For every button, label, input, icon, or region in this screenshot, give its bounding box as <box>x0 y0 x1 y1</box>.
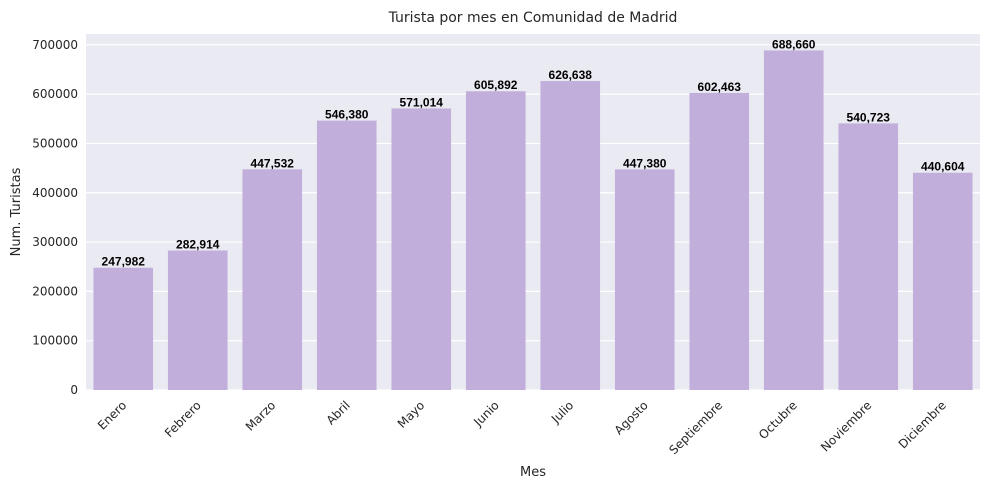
x-tick-label: Enero <box>95 398 129 432</box>
y-tick-label: 300000 <box>32 235 78 249</box>
y-tick-label: 700000 <box>32 38 78 52</box>
data-label: 440,604 <box>921 160 965 174</box>
bar <box>242 169 303 390</box>
x-tick-label: Abril <box>324 398 353 427</box>
data-label: 688,660 <box>772 37 816 51</box>
y-tick-label: 0 <box>70 383 78 397</box>
data-label: 605,892 <box>474 78 518 92</box>
bar <box>689 92 750 391</box>
data-label: 546,380 <box>325 108 369 122</box>
x-tick-label: Mayo <box>395 398 428 431</box>
y-axis-label: Num. Turistas <box>9 167 24 256</box>
data-label: 447,380 <box>623 156 667 170</box>
bar <box>763 50 824 390</box>
bars: 247,982 282,914 447,532 546,380 571,014 605,8… <box>93 37 973 391</box>
x-axis-label: Mes <box>520 465 546 480</box>
data-label: 247,982 <box>102 255 146 269</box>
y-tick-label: 100000 <box>32 334 78 348</box>
x-tick-label: Febrero <box>162 398 204 440</box>
x-axis-ticks: Enero Febrero Marzo Abril Mayo Junio Julio Agos… <box>95 398 949 457</box>
bar <box>316 120 377 390</box>
y-tick-label: 600000 <box>32 87 78 101</box>
y-tick-label: 500000 <box>32 136 78 150</box>
bar <box>838 123 899 390</box>
bar <box>167 250 228 390</box>
plot-area <box>86 34 980 390</box>
y-tick-label: 200000 <box>32 284 78 298</box>
data-label: 282,914 <box>176 238 220 252</box>
data-label: 602,463 <box>698 80 742 94</box>
data-label: 571,014 <box>400 95 444 109</box>
x-tick-label: Septiembre <box>666 398 725 457</box>
data-label: 626,638 <box>549 68 593 82</box>
bar <box>93 267 154 390</box>
x-tick-label: Julio <box>548 398 576 426</box>
x-tick-label: Marzo <box>243 398 279 434</box>
x-tick-label: Noviembre <box>818 398 874 454</box>
data-label: 447,532 <box>251 156 295 170</box>
bar <box>614 169 675 390</box>
bar <box>391 108 452 390</box>
y-tick-label: 400000 <box>32 186 78 200</box>
y-axis-ticks: 0 100000 200000 300000 400000 500000 600000 700… <box>32 38 78 397</box>
x-tick-label: Octubre <box>756 398 800 442</box>
x-tick-label: Diciembre <box>896 398 949 451</box>
bar <box>540 81 601 390</box>
bar <box>912 172 973 390</box>
data-label: 540,723 <box>847 110 891 124</box>
bar <box>465 91 526 390</box>
chart-title: Turista por mes en Comunidad de Madrid <box>388 10 678 26</box>
x-tick-label: Junio <box>470 398 501 429</box>
gridlines <box>86 44 980 391</box>
x-tick-label: Agosto <box>612 398 651 437</box>
